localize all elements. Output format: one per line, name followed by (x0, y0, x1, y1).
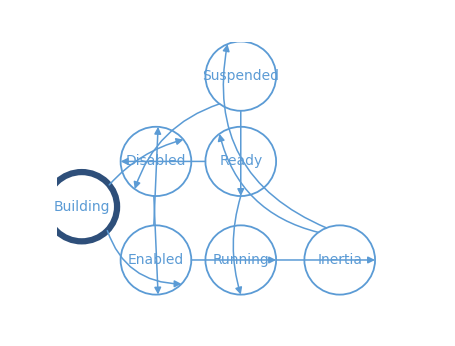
Text: Inertia: Inertia (317, 253, 361, 267)
Text: Enabled: Enabled (127, 253, 184, 267)
Text: Disabled: Disabled (126, 154, 186, 169)
Text: Running: Running (212, 253, 268, 267)
Text: Suspended: Suspended (202, 69, 278, 83)
Text: Ready: Ready (219, 154, 262, 169)
Text: Building: Building (53, 200, 110, 214)
